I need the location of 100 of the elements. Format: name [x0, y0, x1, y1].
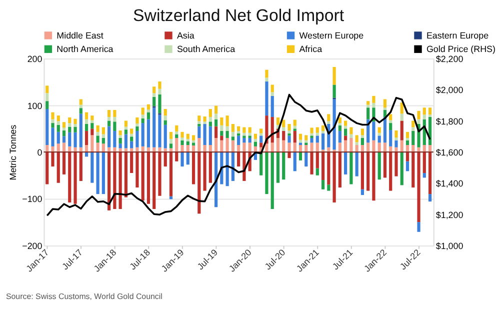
bar [51, 112, 54, 120]
bar [136, 147, 139, 152]
bar [389, 114, 392, 120]
legend-label: Gold Price (RHS) [426, 44, 496, 54]
bar [62, 136, 66, 143]
bar [124, 130, 128, 134]
bar [293, 120, 296, 126]
bar [288, 130, 291, 134]
bar [288, 142, 291, 152]
bar [214, 114, 218, 120]
bar [62, 142, 66, 152]
bar [220, 117, 224, 126]
y-tick-label: −100 [22, 194, 42, 204]
bar [254, 142, 258, 146]
bar [146, 119, 150, 148]
bar [74, 126, 77, 132]
bar [108, 116, 111, 121]
y-tick-label: −200 [22, 240, 42, 251]
bar [350, 138, 353, 152]
bar [304, 152, 308, 166]
bar [79, 108, 82, 114]
bar [158, 81, 162, 89]
bar [412, 152, 415, 188]
bar [208, 152, 212, 183]
bar [180, 132, 184, 138]
bar [265, 152, 268, 194]
legend-label: Africa [299, 44, 322, 54]
bar [237, 126, 240, 131]
bar [260, 128, 263, 134]
y2-tick-label: $1,400 [436, 178, 464, 189]
bar [90, 135, 94, 152]
bar [378, 142, 381, 152]
bar [51, 152, 54, 166]
bar [130, 141, 134, 148]
bar [231, 124, 234, 132]
bar [108, 126, 111, 148]
bar [102, 144, 105, 152]
bar [321, 133, 325, 150]
bar [141, 114, 144, 118]
bar [186, 141, 190, 145]
bar [316, 127, 319, 133]
bar [113, 110, 116, 117]
bar [282, 152, 286, 180]
bar [146, 112, 150, 120]
bar [406, 140, 410, 145]
y-tick-label: 0 [37, 147, 42, 158]
bar [260, 142, 263, 148]
source-note: Source: Swiss Customs, World Gold Council [6, 292, 163, 302]
bar [198, 152, 201, 214]
line-series [46, 94, 431, 216]
bar [293, 130, 296, 143]
bar [198, 124, 201, 126]
bar [360, 152, 364, 190]
bar [118, 144, 122, 148]
bar [198, 138, 201, 152]
bar [248, 142, 252, 152]
y2-tick-label: $2,200 [436, 54, 464, 64]
bar [62, 122, 66, 128]
bar [316, 152, 319, 168]
bar [68, 123, 72, 127]
bar [169, 132, 173, 139]
bar [130, 152, 134, 174]
bar [417, 110, 420, 120]
bar [136, 117, 139, 124]
bar [79, 114, 82, 148]
bar [102, 127, 105, 134]
bar [366, 152, 370, 191]
bar [372, 96, 376, 103]
bar [164, 124, 167, 148]
bar [136, 126, 139, 131]
bar [46, 144, 49, 152]
bar [288, 133, 291, 136]
bar [214, 119, 218, 126]
bar [422, 144, 426, 152]
bar [360, 128, 364, 136]
bar [389, 123, 392, 130]
bar [378, 152, 381, 180]
bar [321, 180, 325, 190]
bar [208, 116, 212, 122]
bar [389, 152, 392, 191]
y-axis-title: Metric Tonnes [8, 124, 18, 180]
bar [118, 130, 122, 136]
bar [338, 125, 342, 131]
bar [316, 142, 319, 152]
bar [56, 132, 60, 144]
bar [288, 152, 291, 158]
y2-tick-label: $1,000 [436, 240, 464, 251]
bar [90, 116, 94, 120]
bar [56, 144, 60, 152]
bar [332, 66, 336, 85]
bar [124, 120, 128, 127]
bar [332, 152, 336, 202]
bar [344, 120, 348, 126]
bar [84, 124, 88, 131]
bar [90, 128, 94, 136]
bar [389, 130, 392, 146]
bar [192, 152, 196, 184]
bar [68, 152, 72, 202]
bar [158, 114, 162, 148]
bar [260, 136, 263, 143]
